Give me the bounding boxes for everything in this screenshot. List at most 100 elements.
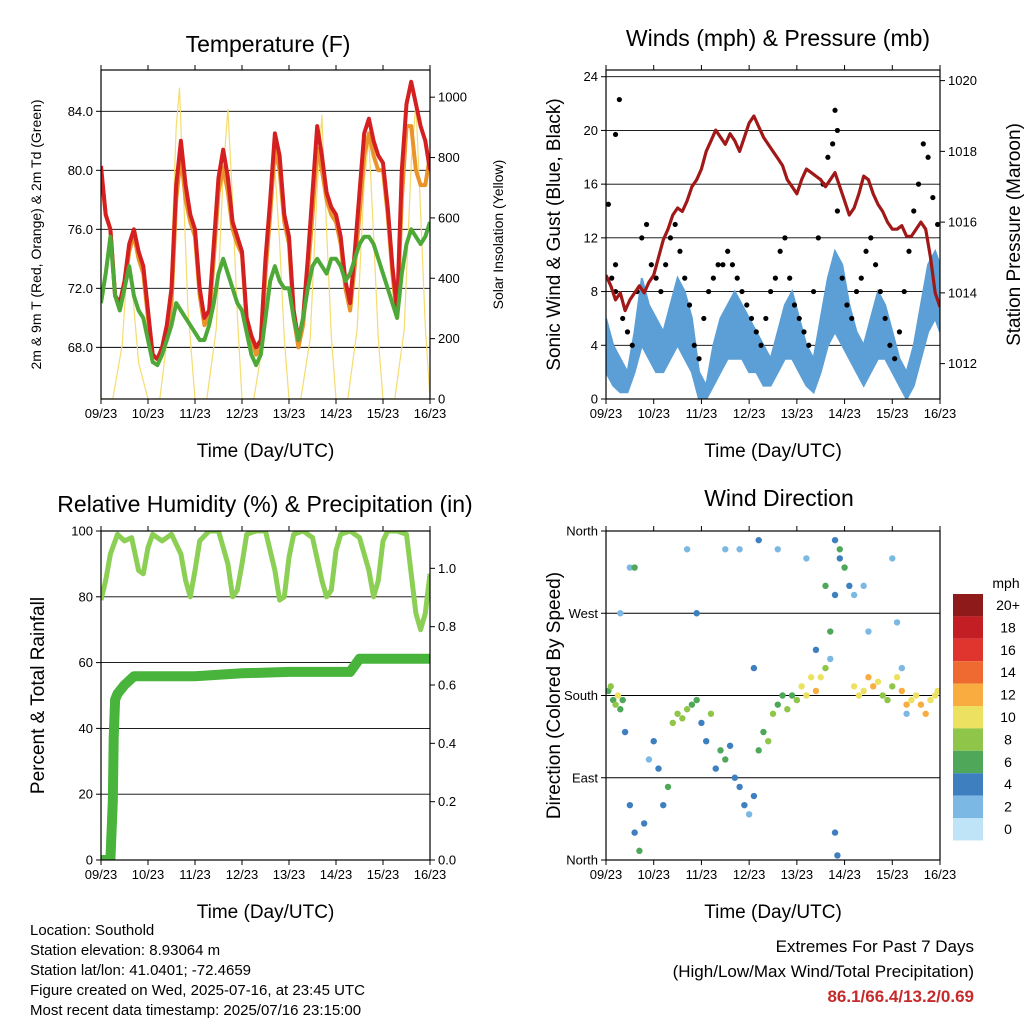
direction-point <box>784 706 791 713</box>
legend-swatch <box>953 773 983 796</box>
gust-point <box>715 262 721 268</box>
direction-point <box>860 687 867 695</box>
x-tick-label: 10/23 <box>637 406 670 421</box>
direction-point <box>617 706 624 713</box>
extremes-subtitle: (High/Low/Max Wind/Total Precipitation) <box>672 962 974 981</box>
direction-point <box>688 701 696 708</box>
direction-point <box>922 710 929 717</box>
gust-point <box>787 275 793 281</box>
direction-point <box>631 564 638 571</box>
direction-point <box>722 546 729 553</box>
direction-point <box>834 852 841 859</box>
x-tick-label: 15/23 <box>876 406 909 421</box>
y-tick-label: 12 <box>584 230 598 245</box>
gust-point <box>810 288 817 295</box>
direction-point <box>765 737 772 745</box>
direction-point <box>755 536 762 544</box>
legend-title: mph <box>992 575 1019 591</box>
direction-point <box>812 687 820 695</box>
legend-swatch <box>953 706 983 729</box>
plot-frame <box>100 69 431 400</box>
direction-point <box>683 706 691 713</box>
legend-swatch <box>953 750 983 774</box>
gust-point <box>609 275 615 281</box>
precip-line <box>101 653 430 860</box>
direction-point <box>617 610 624 617</box>
direction-point <box>645 756 653 763</box>
gust-point <box>606 201 611 207</box>
y2-tick-label: 1000 <box>438 90 467 105</box>
direction-point <box>750 664 758 672</box>
x-tick-label: 15/23 <box>367 867 400 882</box>
x-tick-label: 13/23 <box>781 867 814 882</box>
gust-point <box>677 248 683 254</box>
y-tick-label: West <box>569 606 599 621</box>
direction-point <box>669 719 676 727</box>
gust-point <box>887 342 893 348</box>
direction-point <box>712 765 719 772</box>
direction-point <box>631 829 638 836</box>
y2-tick-label: 0.8 <box>438 619 456 634</box>
y-tick-label: 0 <box>86 853 93 868</box>
y-tick-label: 68.0 <box>68 340 93 355</box>
gust-point <box>896 329 903 335</box>
figure-created: Figure created on Wed, 2025-07-16, at 23… <box>30 982 365 999</box>
humidity-precipitation-panel: 09/23 10/23 11/23 12/23 13/23 14/23 15/23 16/23… <box>28 491 473 923</box>
direction-point <box>614 692 622 699</box>
gust-point <box>753 329 759 335</box>
gust-point <box>691 342 697 348</box>
gust-point <box>791 302 798 308</box>
gust-point <box>839 275 845 281</box>
legend-label: 4 <box>1004 776 1012 792</box>
direction-point <box>822 582 829 590</box>
y-tick-label: 80.0 <box>68 163 93 178</box>
direction-point <box>698 719 705 727</box>
wind-direction-panel: 09/23 10/23 11/23 12/23 13/23 14/23 15/23 16/23… <box>544 485 956 923</box>
direction-point <box>803 692 810 699</box>
x-tick-label: 12/23 <box>733 867 766 882</box>
x-axis-label: Time (Day/UTC) <box>197 441 335 462</box>
direction-point <box>850 683 858 690</box>
direction-point <box>898 664 906 672</box>
y2-axis-label: Station Pressure (Maroon) <box>1004 123 1024 346</box>
gust-point <box>930 194 936 201</box>
y2-tick-label: 0.2 <box>438 794 456 809</box>
y2-tick-label: 1012 <box>948 356 977 371</box>
legend-label: 2 <box>1004 799 1012 815</box>
gust-point <box>849 315 855 322</box>
direction-point <box>769 710 777 717</box>
x-tick-label: 10/23 <box>132 406 165 421</box>
direction-point <box>779 692 786 699</box>
direction-point <box>607 683 614 690</box>
direction-point <box>745 811 753 818</box>
gust-point <box>777 248 783 254</box>
gust-point <box>882 315 888 322</box>
y-tick-label: 16 <box>584 177 598 192</box>
direction-point <box>893 674 901 681</box>
gust-point <box>620 315 626 322</box>
x-tick-label: 12/23 <box>733 406 766 421</box>
direction-point <box>664 783 672 791</box>
direction-point <box>817 674 824 681</box>
direction-point <box>889 683 896 690</box>
gust-point <box>863 248 869 254</box>
x-tick-label: 14/23 <box>828 406 861 421</box>
gust-point <box>686 302 693 308</box>
gust-point <box>853 288 860 295</box>
chart-title: Temperature (F) <box>186 31 351 57</box>
legend-swatch <box>953 661 983 684</box>
direction-point <box>693 696 700 704</box>
x-tick-label: 14/23 <box>320 867 353 882</box>
gust-point <box>834 127 841 134</box>
y-tick-label: East <box>572 770 598 785</box>
wind-band <box>606 248 940 399</box>
extremes-info: Extremes For Past 7 Days (High/Low/Max W… <box>673 934 974 1009</box>
y2-tick-label: 1.0 <box>438 561 456 576</box>
direction-point <box>760 728 767 736</box>
wind-speed-legend: mph 20+ 18 16 14 12 10 8 6 4 2 0 <box>953 575 1020 841</box>
gust-point <box>758 342 764 348</box>
direction-point <box>650 737 657 745</box>
direction-point <box>731 774 739 781</box>
series-group <box>101 531 430 860</box>
legend-label: 8 <box>1004 731 1012 747</box>
